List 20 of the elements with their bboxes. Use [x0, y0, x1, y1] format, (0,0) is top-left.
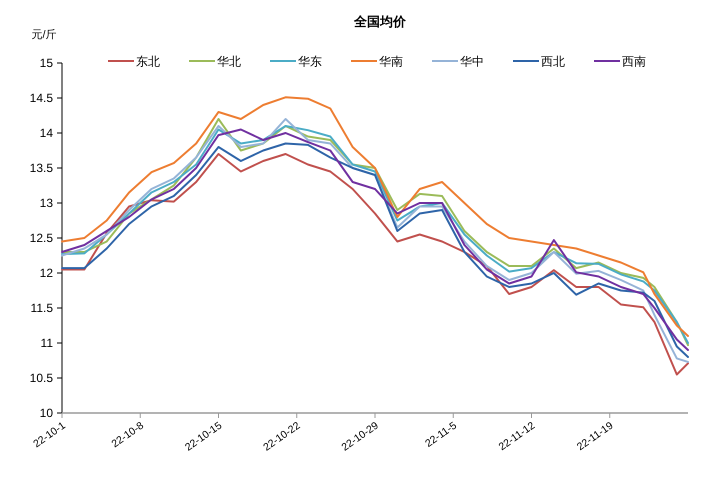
- y-tick-label: 14: [40, 126, 54, 140]
- y-tick-label: 15: [40, 56, 54, 70]
- y-tick-label: 10: [40, 406, 54, 420]
- y-tick-label: 12.5: [30, 231, 54, 245]
- legend-label: 华东: [298, 54, 322, 68]
- legend-label: 东北: [136, 54, 160, 68]
- y-tick-label: 14.5: [30, 91, 54, 105]
- legend-label: 华北: [217, 54, 241, 68]
- chart-title: 全国均价: [353, 14, 407, 29]
- legend-label: 华中: [460, 54, 484, 68]
- legend-label: 华南: [379, 54, 403, 68]
- y-tick-label: 13: [40, 196, 54, 210]
- y-axis-title: 元/斤: [31, 28, 57, 41]
- y-tick-label: 11: [40, 336, 54, 350]
- y-tick-label: 10.5: [30, 371, 54, 385]
- y-tick-label: 11.5: [30, 301, 54, 315]
- y-tick-label: 13.5: [30, 161, 54, 175]
- legend-label: 西北: [541, 54, 565, 68]
- y-tick-label: 12: [40, 266, 54, 280]
- legend-label: 西南: [622, 54, 646, 68]
